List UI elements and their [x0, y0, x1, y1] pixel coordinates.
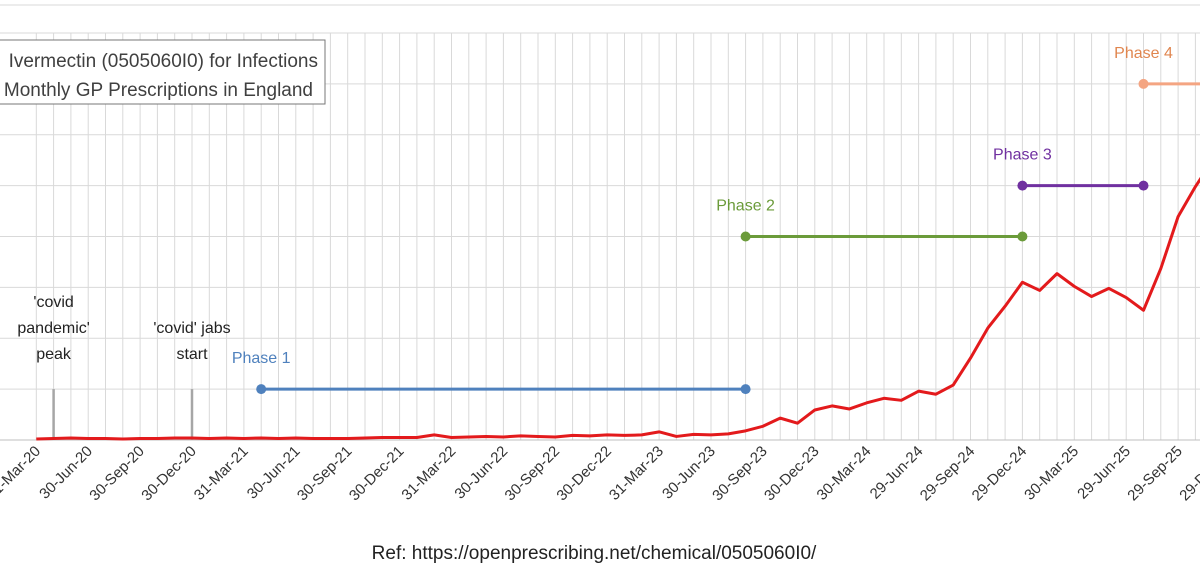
x-tick-label: 30-Sep-22	[502, 443, 564, 505]
marker-label: start	[176, 346, 208, 363]
x-tick-label: 31-Mar-23	[606, 443, 667, 504]
phase-point	[740, 384, 751, 395]
phase-label: Phase 2	[716, 198, 775, 215]
marker-label: pandemic'	[17, 320, 89, 337]
plot: 31-Mar-2030-Jun-2030-Sep-2030-Dec-2031-M…	[0, 45, 1200, 504]
phase-point	[1138, 180, 1149, 191]
x-tick-label: 30-Sep-20	[86, 443, 148, 505]
phase-point	[1017, 231, 1028, 242]
title-box	[0, 39, 326, 105]
data-line	[36, 176, 1200, 441]
x-tick-label: 30-Dec-22	[553, 443, 615, 505]
x-tick-label: 30-Mar-24	[814, 443, 875, 504]
x-tick-label: 29-Sep-25	[1124, 443, 1186, 505]
phase-label: Phase 1	[232, 350, 291, 367]
reference: Ref: https://openprescribing.net/chemica…	[372, 543, 817, 564]
x-tick-label: 31-Mar-22	[398, 443, 459, 504]
x-tick-label: 31-Mar-21	[191, 443, 252, 504]
marker-label: 'covid' jabs	[153, 320, 230, 337]
x-tick-label: 29-Dec-24	[969, 443, 1031, 505]
phase-label: Phase 3	[993, 147, 1052, 164]
marker-label: 'covid	[33, 294, 73, 311]
x-tick-label: 31-Mar-20	[0, 443, 44, 504]
x-tick-label: 30-Sep-21	[294, 443, 356, 505]
x-tick-label: 30-Dec-21	[346, 443, 408, 505]
chart-title: Ivermectin (0505060I0) for Infections	[9, 51, 318, 72]
chart-subtitle: Monthly GP Prescriptions in England	[4, 80, 313, 101]
phase-point	[1138, 78, 1149, 89]
x-tick-label: 30-Dec-20	[138, 443, 200, 505]
x-tick-label: 29-Sep-24	[917, 443, 979, 505]
phase-point	[740, 231, 751, 242]
phase-point	[1017, 180, 1028, 191]
x-tick-label: 30-Sep-23	[709, 443, 771, 505]
x-tick-label: 30-Mar-25	[1021, 443, 1082, 504]
phase-label: Phase 4	[1114, 45, 1173, 62]
x-tick-label: 30-Dec-23	[761, 443, 823, 505]
marker-label: peak	[36, 346, 72, 363]
phase-point	[256, 384, 267, 395]
